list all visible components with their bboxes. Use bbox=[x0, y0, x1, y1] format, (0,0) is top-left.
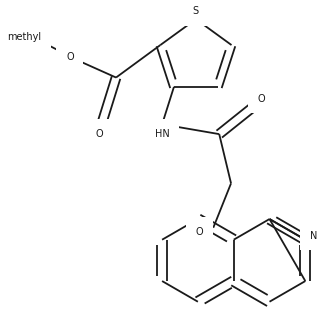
Text: O: O bbox=[258, 94, 265, 104]
Text: N: N bbox=[309, 231, 317, 241]
Text: O: O bbox=[196, 227, 204, 237]
Text: S: S bbox=[193, 6, 199, 16]
Text: methyl: methyl bbox=[7, 32, 41, 42]
Text: HN: HN bbox=[155, 129, 169, 139]
Text: O: O bbox=[66, 52, 74, 62]
Text: O: O bbox=[95, 129, 103, 139]
